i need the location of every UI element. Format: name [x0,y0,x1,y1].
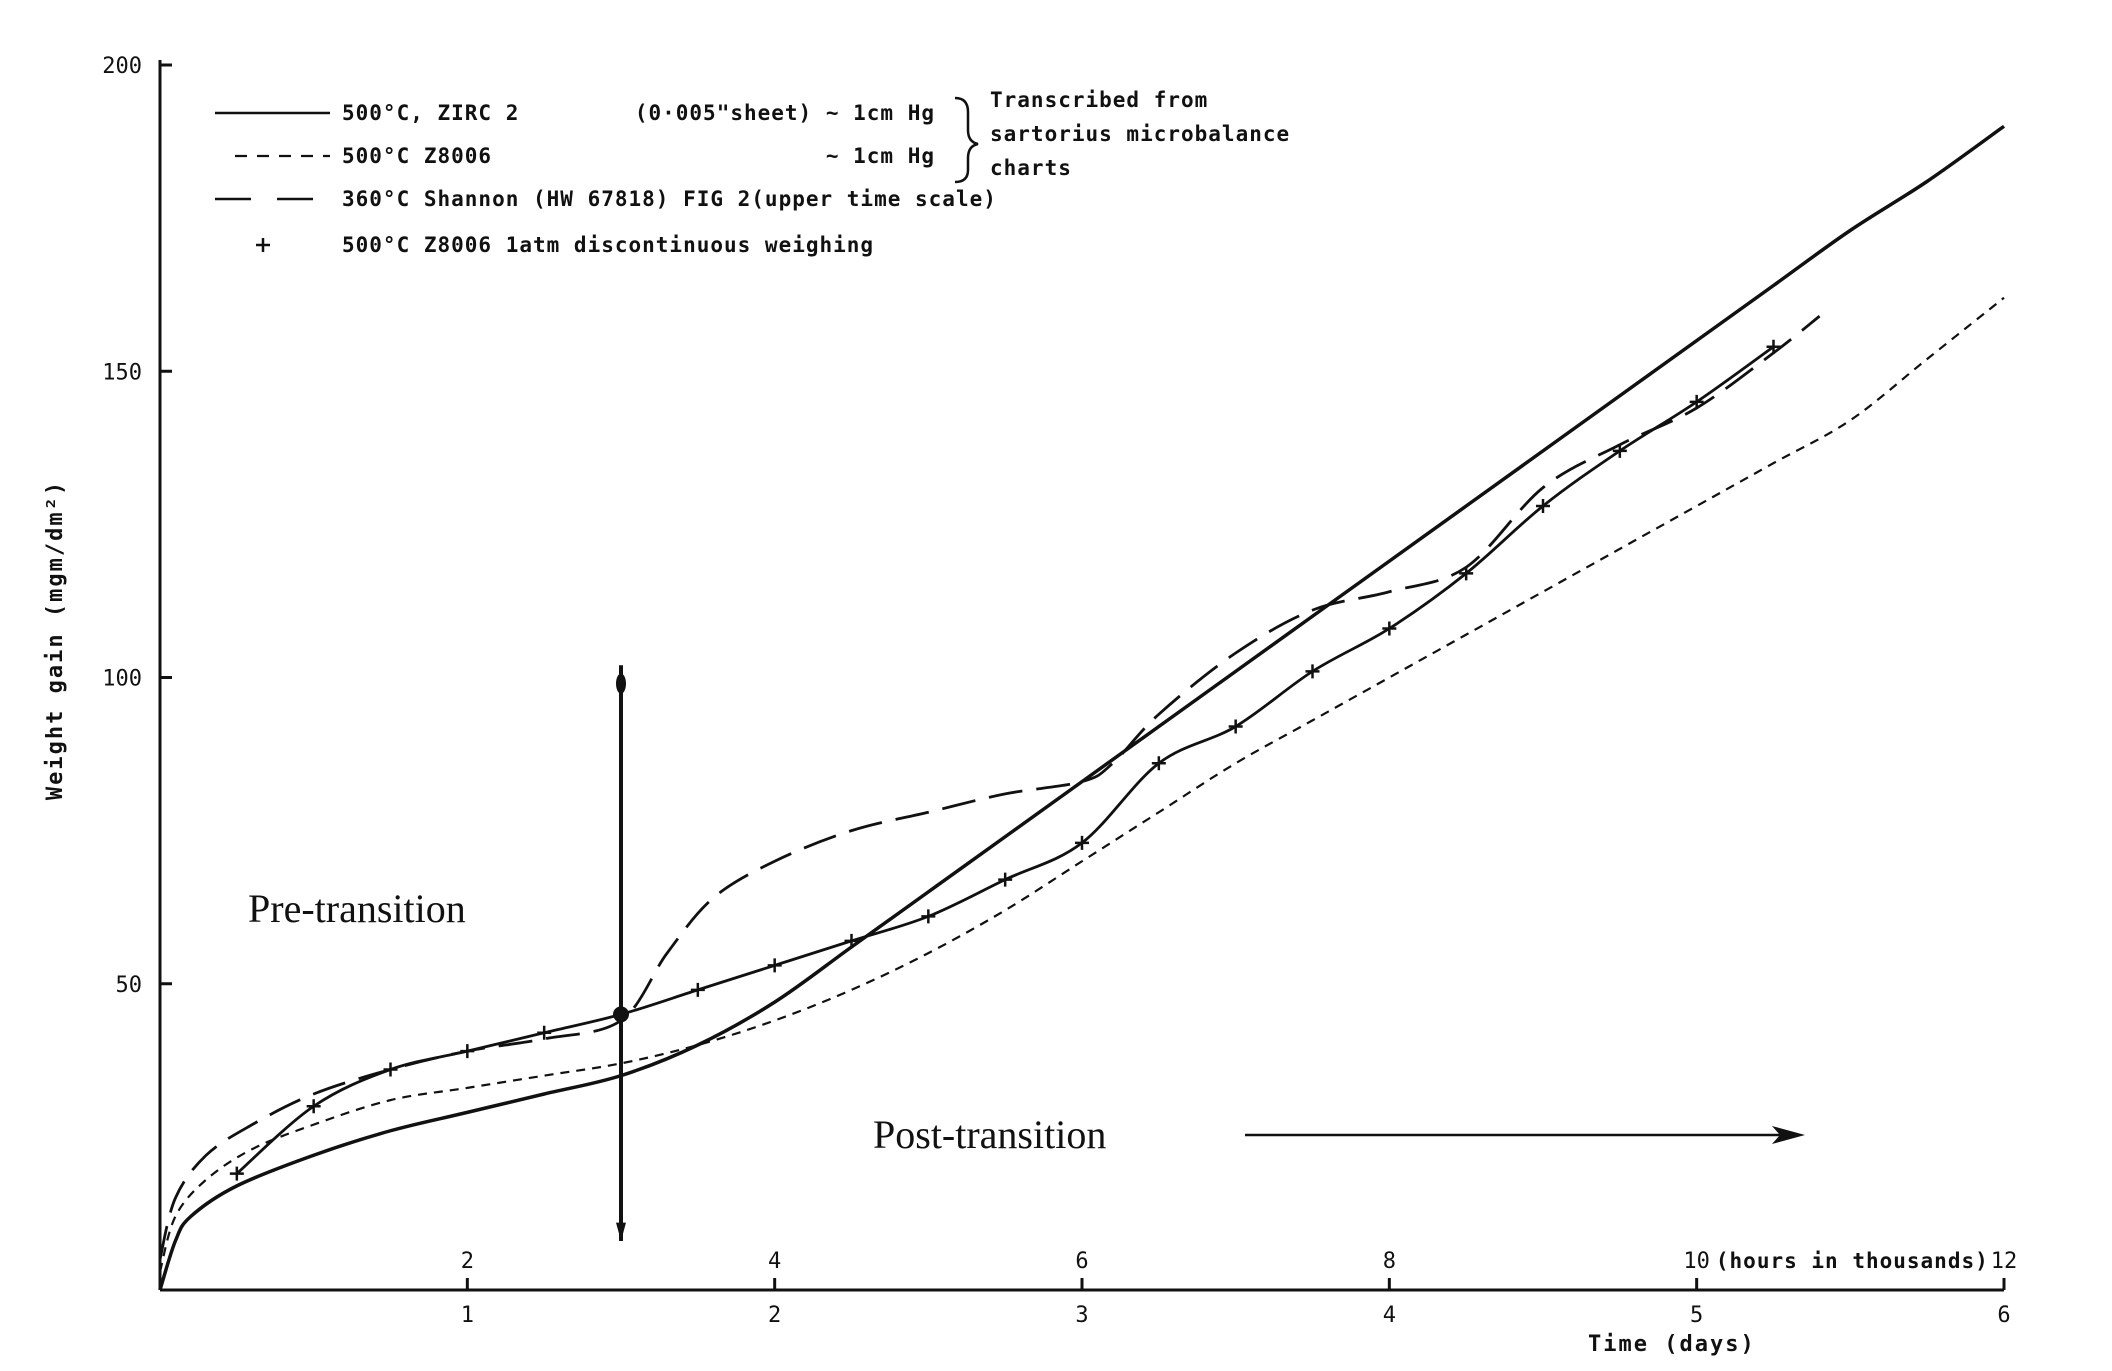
series-layer [158,124,2006,1291]
transition-line-top-cap [616,673,626,694]
legend-label: 500°C Z8006 1atm discontinuous weighing [342,233,874,257]
y-axis-label: Weight gain (mgm/dm²) [43,480,68,800]
upper-tick-label: 6 [1075,1249,1088,1274]
legend: 500°C, ZIRC 2 (0·005"sheet) ~ 1cm Hg 500°C… [215,88,1290,257]
x-axis-label: Time (days) [1588,1332,1756,1357]
transition-marker [613,665,629,1241]
x-tick-label: 4 [1383,1303,1396,1328]
transition-point [613,1006,629,1023]
legend-label: 500°C Z8006 [342,144,492,168]
upper-tick-label: 2 [461,1249,474,1274]
y-tick-label: 200 [102,54,142,79]
upper-tick-label: 10 [1683,1249,1710,1274]
legend-detail: (0·005"sheet) ~ 1cm Hg [635,101,935,125]
y-tick-label: 150 [102,360,142,385]
legend-label: 360°C Shannon (HW 67818) FIG 2(upper tim… [342,187,997,211]
legend-brace-note: Transcribed from [990,88,1208,112]
legend-brace-note: sartorius microbalance [990,122,1290,146]
x-tick-label: 3 [1075,1303,1088,1328]
x-tick-label: 5 [1690,1303,1703,1328]
x-tick-label: 1 [461,1303,474,1328]
x-tick-label: 6 [1997,1303,2010,1328]
post-transition-label: Post-transition [873,1112,1106,1157]
legend-brace-note: charts [990,156,1072,180]
series-line-short-dash [158,296,2005,1272]
upper-axis-label: (hours in thousands) [1716,1249,1989,1273]
y-tick-label: 100 [102,667,142,692]
upper-tick-label: 4 [768,1249,781,1274]
legend-brace [954,96,979,184]
series-line-solid [158,124,2006,1291]
upper-tick-label: 8 [1383,1249,1396,1274]
transition-line-bottom-cap [616,1222,626,1241]
y-tick-label: 50 [116,973,143,998]
upper-tick-label: 12 [1991,1249,2018,1274]
post-transition-arrow-head [1772,1126,1805,1144]
legend-label: 500°C, ZIRC 2 [342,101,519,125]
series-line-long-dash [158,315,1821,1260]
series-line-discontinuous-weighing [235,345,1775,1175]
pre-transition-label: Pre-transition [248,886,466,931]
x-tick-label: 2 [768,1303,781,1328]
annotations: Pre-transition Post-transition [248,886,1805,1157]
legend-detail: ~ 1cm Hg [826,144,935,168]
